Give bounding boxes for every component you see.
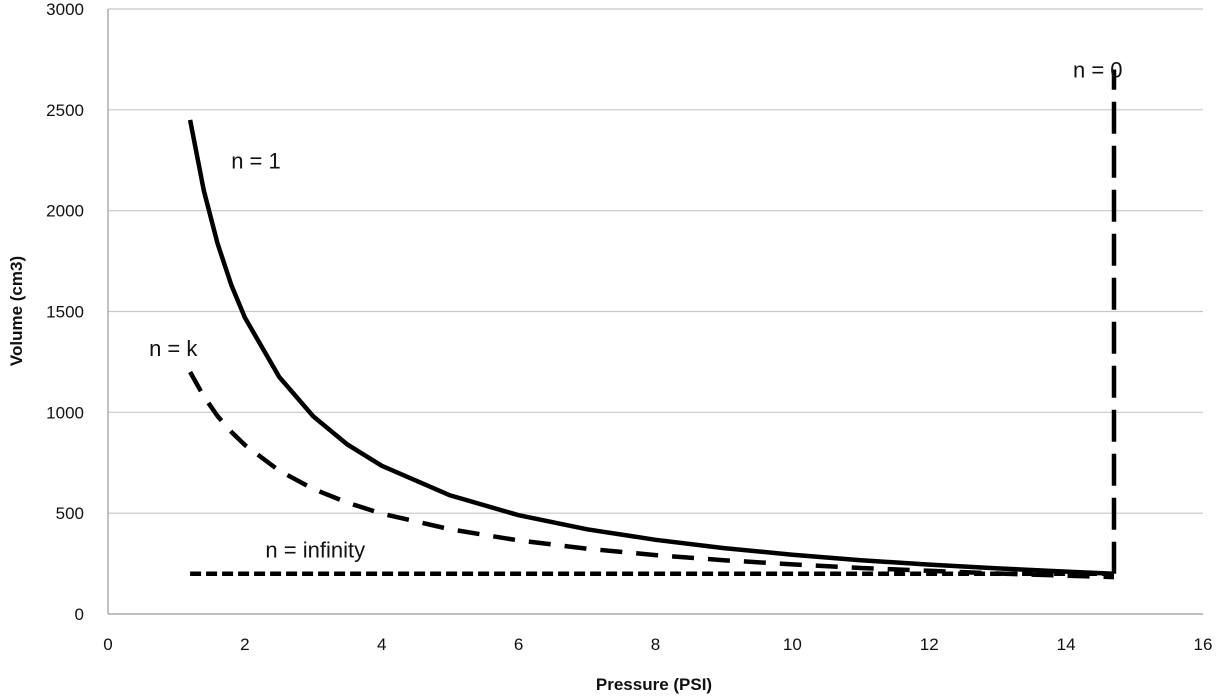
series-line-n-1 <box>187 119 1115 576</box>
x-tick-label: 8 <box>651 635 660 654</box>
x-tick-label: 14 <box>1057 635 1076 654</box>
x-tick-label: 16 <box>1194 635 1213 654</box>
y-tick-label: 0 <box>75 605 84 624</box>
x-tick-label: 12 <box>920 635 939 654</box>
y-tick-label: 2000 <box>46 202 84 221</box>
x-tick-label: 4 <box>377 635 386 654</box>
annotation-label: n = k <box>149 336 198 361</box>
series-lines <box>187 69 1117 580</box>
y-tick-label: 2500 <box>46 101 84 120</box>
annotation-label: n = infinity <box>265 537 365 562</box>
annotation-label: n = 1 <box>231 148 281 173</box>
series-line-n-k <box>188 370 1115 580</box>
x-axis-title: Pressure (PSI) <box>596 675 712 694</box>
x-tick-label: 0 <box>103 635 112 654</box>
axes <box>107 9 1203 615</box>
y-tick-label: 3000 <box>46 0 84 19</box>
y-tick-label: 500 <box>56 504 84 523</box>
annotation-label: n = 0 <box>1073 58 1123 83</box>
x-tick-label: 6 <box>514 635 523 654</box>
x-tick-label: 10 <box>783 635 802 654</box>
annotations: n = 0 n = 1 n = k n = infinity <box>149 58 1122 563</box>
y-tick-label: 1000 <box>46 403 84 422</box>
x-tick-label: 2 <box>240 635 249 654</box>
gridlines <box>108 8 1203 514</box>
y-axis-title: Volume (cm3) <box>7 256 26 366</box>
y-tick-label: 1500 <box>46 303 84 322</box>
tick-labels: 0 500 1000 1500 2000 2500 3000 0 2 4 6 8 10 12 14 16 <box>46 0 1212 654</box>
